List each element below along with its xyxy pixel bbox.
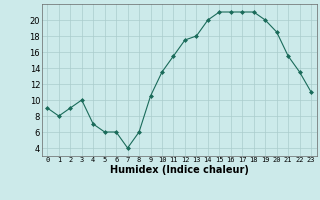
- X-axis label: Humidex (Indice chaleur): Humidex (Indice chaleur): [110, 165, 249, 175]
